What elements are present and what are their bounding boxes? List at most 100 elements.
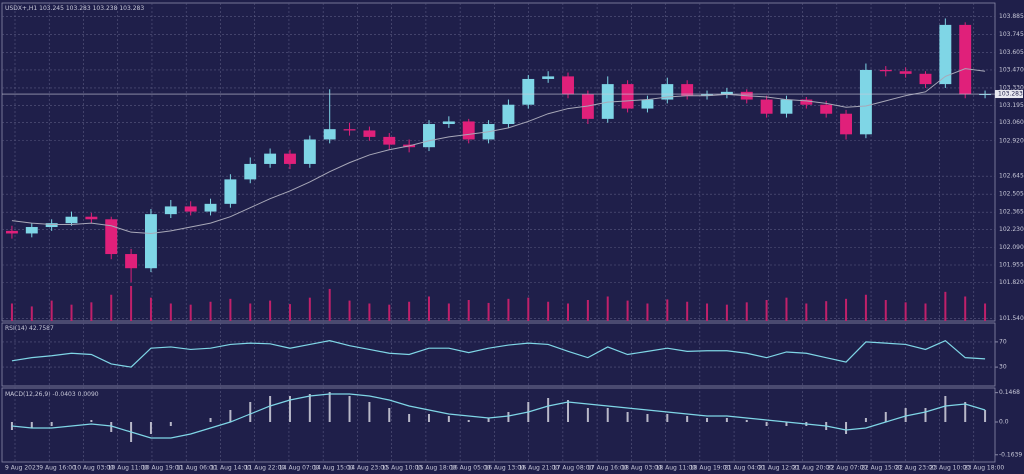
candle-body bbox=[244, 163, 257, 180]
y-tick-label: 103.470 bbox=[999, 66, 1024, 73]
volume-bar bbox=[586, 300, 589, 321]
volume-bar bbox=[30, 306, 33, 321]
candle-body bbox=[5, 230, 18, 234]
volume-bar bbox=[189, 304, 192, 321]
candle-body bbox=[581, 94, 594, 119]
y-tick-label: 101.540 bbox=[999, 315, 1024, 322]
x-tick-label: 21 Aug 04:00 bbox=[724, 465, 765, 472]
y-tick-label: 102.230 bbox=[999, 226, 1024, 233]
header-close: 103.283 bbox=[119, 5, 144, 12]
x-tick-label: 10 Aug 11:00 bbox=[108, 465, 149, 472]
rsi-title: RSI(14) 42.7587 bbox=[5, 325, 54, 332]
macd-bar bbox=[368, 402, 371, 422]
candle-body bbox=[184, 206, 197, 212]
volume-bar bbox=[626, 300, 629, 321]
volume-bar bbox=[924, 303, 927, 321]
y-tick-label: 103.060 bbox=[999, 119, 1024, 126]
x-tick-label: 16 Aug 05:00 bbox=[450, 465, 491, 472]
x-tick-label: 10 Aug 19:00 bbox=[142, 465, 183, 472]
volume-bar bbox=[745, 302, 748, 321]
volume-bar bbox=[70, 304, 73, 321]
candle-body bbox=[502, 104, 515, 125]
macd-bar bbox=[646, 414, 649, 422]
candle-body bbox=[601, 84, 614, 119]
candle-body bbox=[383, 136, 396, 145]
macd-bar bbox=[30, 422, 33, 428]
y-tick-label: 102.920 bbox=[999, 137, 1024, 144]
candle-body bbox=[780, 99, 793, 114]
y-tick-label: 102.365 bbox=[999, 209, 1024, 216]
volume-bar bbox=[686, 301, 689, 321]
volume-bar bbox=[408, 301, 411, 321]
candle-body bbox=[959, 24, 972, 95]
x-tick-label: 17 Aug 08:00 bbox=[553, 465, 594, 472]
x-tick-label: 21 Aug 12:00 bbox=[758, 465, 799, 472]
macd-bar bbox=[686, 416, 689, 422]
volume-bar bbox=[110, 294, 113, 321]
candle-body bbox=[204, 203, 217, 212]
volume-bar bbox=[547, 301, 550, 321]
x-tick-label: 18 Aug 11:00 bbox=[656, 465, 697, 472]
volume-bar bbox=[606, 296, 609, 321]
macd-bar bbox=[467, 420, 470, 422]
symbol: USDX+,H1 bbox=[5, 5, 37, 12]
macd-bar bbox=[606, 408, 609, 422]
volume-bar bbox=[269, 300, 272, 321]
macd-bar bbox=[308, 394, 311, 422]
y-tick-label: 102.505 bbox=[999, 191, 1024, 198]
candle-body bbox=[45, 223, 58, 228]
macd-bar bbox=[507, 412, 510, 422]
volume-bar bbox=[308, 297, 311, 321]
volume-bar bbox=[348, 300, 351, 321]
x-tick-label: 23 Aug 10:00 bbox=[930, 465, 971, 472]
macd-bar bbox=[666, 414, 669, 422]
macd-bar bbox=[864, 418, 867, 422]
volume-bar bbox=[567, 303, 570, 321]
x-tick-label: 9 Aug 16:00 bbox=[39, 465, 76, 472]
candle-body bbox=[25, 227, 38, 234]
candle-body bbox=[840, 113, 853, 135]
candle-body bbox=[323, 129, 336, 140]
candle-body bbox=[284, 153, 296, 164]
macd-bar bbox=[765, 422, 768, 426]
macd-name: MACD(12,26,9) bbox=[5, 391, 51, 398]
macd-bar bbox=[845, 422, 848, 434]
candle-body bbox=[760, 99, 773, 114]
volume-bar bbox=[805, 303, 808, 321]
candle-body bbox=[879, 69, 892, 72]
volume-bar bbox=[130, 286, 133, 321]
candle-body bbox=[919, 73, 932, 85]
last-price-box bbox=[995, 90, 1023, 99]
candle-body bbox=[442, 121, 455, 125]
volume-bar bbox=[249, 303, 252, 321]
macd-bar bbox=[964, 402, 967, 422]
volume-bar bbox=[209, 301, 212, 321]
candle-body bbox=[224, 179, 237, 204]
macd-bar bbox=[348, 396, 351, 422]
x-tick-label: 14 Aug 15:00 bbox=[313, 465, 354, 472]
header-open: 103.245 bbox=[39, 5, 64, 12]
volume-bar bbox=[467, 300, 470, 321]
macd-bar bbox=[984, 410, 987, 422]
x-tick-label: 11 Aug 22:00 bbox=[245, 465, 286, 472]
candle-body bbox=[542, 76, 555, 79]
candle-body bbox=[343, 129, 356, 131]
candle-body bbox=[105, 219, 118, 255]
header-high: 103.283 bbox=[66, 5, 91, 12]
volume-bar bbox=[50, 300, 53, 321]
volume-bar bbox=[427, 296, 430, 321]
x-tick-label: 17 Aug 16:00 bbox=[587, 465, 628, 472]
x-tick-label: 16 Aug 21:00 bbox=[519, 465, 560, 472]
macd-bar bbox=[447, 416, 450, 422]
macd-title: MACD(12,26,9) -0.0403 0.0090 bbox=[5, 391, 99, 398]
volume-bar bbox=[904, 302, 907, 321]
candle-body bbox=[641, 99, 654, 109]
rsi-line bbox=[11, 339, 986, 368]
main-pane bbox=[1, 2, 996, 322]
macd-bar bbox=[169, 422, 172, 426]
macd-bar bbox=[944, 396, 947, 422]
x-tick-label: 11 Aug 14:00 bbox=[210, 465, 251, 472]
volume-bar bbox=[328, 288, 331, 321]
volume-bar bbox=[646, 303, 649, 321]
